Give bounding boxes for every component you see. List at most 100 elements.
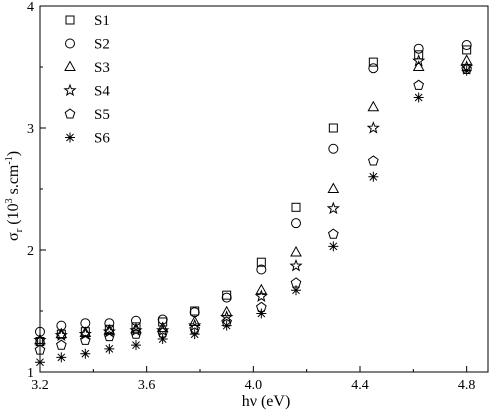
- point-S6-7: [221, 320, 232, 331]
- point-S4-9: [289, 258, 303, 272]
- legend-label-S1: S1: [94, 13, 110, 29]
- point-S6-1: [56, 352, 67, 363]
- series-S2: [35, 40, 472, 337]
- point-S5-4: [130, 328, 142, 339]
- point-S2-12: [413, 43, 424, 54]
- point-S3-11: [367, 100, 380, 112]
- point-S6-10: [328, 241, 339, 252]
- point-S1-10: [328, 123, 338, 133]
- legend-item-S5: S5: [64, 107, 110, 123]
- y-axis-label: σr (103 s.cm-1): [4, 151, 25, 241]
- point-S4-6: [188, 318, 202, 332]
- legend-item-S3: S3: [64, 60, 110, 76]
- x-axis-label: hν (eV): [242, 393, 291, 410]
- point-S2-13: [461, 40, 472, 51]
- point-S4-0: [33, 333, 47, 346]
- point-S2-8: [256, 264, 267, 275]
- point-S5-3: [103, 331, 115, 342]
- point-S6-0: [35, 357, 45, 368]
- point-S6-2: [80, 348, 91, 359]
- y-axis-subscript: r: [13, 228, 25, 232]
- point-S4-12: [412, 53, 426, 67]
- point-S3-5: [156, 321, 169, 333]
- point-S1-7: [222, 290, 232, 300]
- legend-marker-S4: [63, 83, 77, 97]
- point-S3-13: [460, 54, 473, 65]
- x-tick-label-2: 4.0: [245, 378, 263, 393]
- legend-marker-S6: [65, 132, 75, 143]
- x-tick-label-0: 3.2: [31, 378, 49, 393]
- y-tick-label-2: 3: [27, 122, 34, 137]
- point-S1-12: [414, 50, 424, 60]
- legend-label-S3: S3: [94, 60, 110, 76]
- series-S6: [35, 65, 472, 368]
- y-axis-unit-mid: s.cm: [5, 164, 22, 198]
- point-S1-9: [291, 202, 301, 212]
- point-S6-3: [104, 343, 115, 354]
- point-S4-7: [220, 310, 234, 323]
- point-S2-10: [328, 143, 339, 154]
- point-S4-10: [326, 201, 340, 215]
- legend-label-S6: S6: [94, 131, 110, 147]
- point-S2-2: [80, 318, 91, 329]
- y-tick-label-0: 1: [27, 366, 34, 381]
- y-tick-label-1: 2: [27, 244, 34, 259]
- data-marks: [33, 40, 474, 368]
- series-S4: [33, 53, 474, 346]
- y-axis-exponent-2: -1: [4, 156, 15, 164]
- point-S2-11: [368, 63, 379, 74]
- point-S5-12: [413, 79, 425, 90]
- x-tick-label-4: 4.8: [458, 378, 476, 393]
- point-S2-3: [104, 318, 115, 329]
- point-S2-7: [221, 292, 232, 303]
- x-tick-label-3: 4.4: [351, 378, 369, 393]
- legend-label-S2: S2: [94, 37, 110, 53]
- point-S3-0: [34, 333, 46, 345]
- point-S4-3: [102, 324, 116, 338]
- legend-label-S4: S4: [94, 84, 110, 100]
- legend-marker-S5: [64, 108, 76, 119]
- x-tick-label-1: 3.6: [138, 378, 156, 393]
- axes: 3.2 3.6 4.0 4.4 4.8 1 2 3 4: [27, 0, 475, 393]
- legend-marker-S3: [64, 60, 76, 71]
- point-S5-11: [367, 155, 379, 166]
- legend-marker-S1: [65, 15, 75, 25]
- point-S6-5: [157, 334, 168, 345]
- point-S1-11: [368, 57, 378, 67]
- legend-item-S2: S2: [65, 37, 110, 53]
- point-S6-13: [461, 65, 472, 76]
- point-S3-10: [327, 182, 340, 193]
- point-S6-8: [256, 308, 267, 319]
- series-S5: [34, 63, 473, 355]
- legend-item-S1: S1: [65, 13, 110, 29]
- point-S6-11: [368, 171, 379, 182]
- y-axis-unit-open: (10: [5, 203, 22, 228]
- legend-item-S6: S6: [65, 131, 110, 147]
- legend: S1 S2 S3 S4 S5 S6: [63, 13, 110, 147]
- y-axis-symbol: σ: [5, 232, 22, 241]
- point-S6-12: [413, 92, 424, 103]
- point-S4-4: [129, 323, 143, 337]
- point-S3-6: [188, 315, 201, 326]
- point-S2-9: [291, 218, 301, 229]
- point-S3-12: [412, 60, 425, 71]
- y-tick-label-3: 4: [27, 0, 34, 15]
- legend-item-S4: S4: [63, 83, 110, 100]
- point-S4-2: [78, 327, 92, 340]
- point-S5-2: [79, 334, 91, 345]
- point-S1-13: [462, 45, 472, 55]
- point-S5-0: [34, 344, 46, 355]
- point-S6-4: [131, 340, 141, 351]
- point-S4-5: [156, 323, 170, 337]
- point-S4-11: [366, 121, 380, 134]
- point-S3-7: [220, 305, 233, 317]
- point-S6-9: [291, 285, 301, 296]
- point-S2-0: [35, 326, 45, 337]
- point-S3-8: [255, 283, 268, 295]
- point-S5-1: [55, 339, 67, 350]
- point-S5-10: [327, 228, 339, 239]
- legend-label-S5: S5: [94, 107, 110, 123]
- point-S3-9: [290, 245, 302, 257]
- point-S1-8: [256, 257, 266, 267]
